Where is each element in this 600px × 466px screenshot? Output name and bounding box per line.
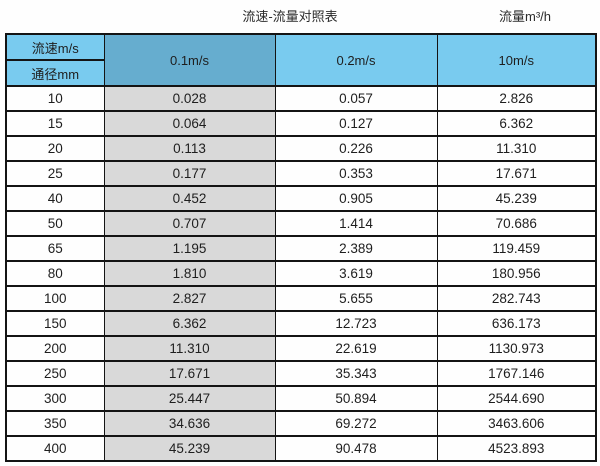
flow-value-cell: 0.707 bbox=[103, 210, 276, 237]
flow-value-cell: 119.459 bbox=[436, 235, 597, 262]
diameter-cell: 350 bbox=[5, 410, 105, 437]
diameter-cell: 50 bbox=[5, 210, 105, 237]
page-header: 流速-流量对照表 流量m³/h bbox=[0, 0, 600, 33]
flow-value-cell: 0.057 bbox=[274, 85, 438, 112]
flow-value-cell: 0.452 bbox=[103, 185, 276, 212]
table-row: 15 0.064 0.127 6.362 bbox=[5, 110, 597, 137]
flow-value-cell: 0.127 bbox=[274, 110, 438, 137]
diameter-cell: 300 bbox=[5, 385, 105, 412]
flow-value-cell: 6.362 bbox=[103, 310, 276, 337]
flow-value-cell: 0.353 bbox=[274, 160, 438, 187]
table-body: 10 0.028 0.057 2.826 15 0.064 0.127 6.362 20 0.11… bbox=[5, 85, 597, 462]
flow-value-cell: 0.028 bbox=[103, 85, 276, 112]
flow-value-cell: 17.671 bbox=[103, 360, 276, 387]
table-row: 200 11.310 22.619 1130.973 bbox=[5, 335, 597, 362]
flow-value-cell: 0.113 bbox=[103, 135, 276, 162]
velocity-header-1: 0.1m/s bbox=[103, 33, 276, 87]
flow-value-cell: 0.905 bbox=[274, 185, 438, 212]
flow-value-cell: 17.671 bbox=[436, 160, 597, 187]
flow-value-cell: 6.362 bbox=[436, 110, 597, 137]
header-row-bottom: 通径mm bbox=[5, 59, 596, 87]
table-row: 80 1.810 3.619 180.956 bbox=[5, 260, 597, 287]
diameter-cell: 100 bbox=[5, 285, 105, 312]
flow-value-cell: 5.655 bbox=[274, 285, 438, 312]
corner-diameter-label: 通径mm bbox=[5, 59, 105, 87]
table-row: 350 34.636 69.272 3463.606 bbox=[5, 410, 597, 437]
diameter-cell: 40 bbox=[5, 185, 105, 212]
table-row: 400 45.239 90.478 4523.893 bbox=[5, 435, 597, 462]
table-row: 65 1.195 2.389 119.459 bbox=[5, 235, 597, 262]
flow-rate-table: 流速m/s 0.1m/s 0.2m/s 10m/s 通径mm 10 0.028 0.… bbox=[5, 33, 597, 462]
flow-value-cell: 1.195 bbox=[103, 235, 276, 262]
flow-value-cell: 70.686 bbox=[436, 210, 597, 237]
diameter-cell: 65 bbox=[5, 235, 105, 262]
flow-value-cell: 11.310 bbox=[436, 135, 597, 162]
flow-value-cell: 180.956 bbox=[436, 260, 597, 287]
flow-value-cell: 3463.606 bbox=[436, 410, 597, 437]
flow-value-cell: 35.343 bbox=[274, 360, 438, 387]
flow-unit-label: 流量m³/h bbox=[498, 9, 552, 24]
flow-value-cell: 1.414 bbox=[274, 210, 438, 237]
flow-value-cell: 45.239 bbox=[436, 185, 597, 212]
diameter-cell: 25 bbox=[5, 160, 105, 187]
diameter-cell: 20 bbox=[5, 135, 105, 162]
flow-value-cell: 2544.690 bbox=[436, 385, 597, 412]
flow-value-cell: 0.064 bbox=[103, 110, 276, 137]
velocity-header-2: 0.2m/s bbox=[274, 33, 438, 87]
flow-value-cell: 0.226 bbox=[274, 135, 438, 162]
flow-value-cell: 4523.893 bbox=[436, 435, 597, 462]
diameter-cell: 80 bbox=[5, 260, 105, 287]
flow-value-cell: 34.636 bbox=[103, 410, 276, 437]
flow-value-cell: 69.272 bbox=[274, 410, 438, 437]
table-row: 50 0.707 1.414 70.686 bbox=[5, 210, 597, 237]
flow-value-cell: 282.743 bbox=[436, 285, 597, 312]
table-header: 流速m/s 0.1m/s 0.2m/s 10m/s 通径mm bbox=[5, 33, 597, 87]
page-title: 流速-流量对照表 bbox=[242, 9, 338, 24]
table-row: 100 2.827 5.655 282.743 bbox=[5, 285, 597, 312]
diameter-cell: 400 bbox=[5, 435, 105, 462]
flow-value-cell: 1767.146 bbox=[436, 360, 597, 387]
diameter-cell: 15 bbox=[5, 110, 105, 137]
table-row: 25 0.177 0.353 17.671 bbox=[5, 160, 597, 187]
flow-value-cell: 25.447 bbox=[103, 385, 276, 412]
flow-value-cell: 50.894 bbox=[274, 385, 438, 412]
flow-value-cell: 0.177 bbox=[103, 160, 276, 187]
table-row: 150 6.362 12.723 636.173 bbox=[5, 310, 597, 337]
table-row: 20 0.113 0.226 11.310 bbox=[5, 135, 597, 162]
flow-value-cell: 2.827 bbox=[103, 285, 276, 312]
flow-value-cell: 2.826 bbox=[436, 85, 597, 112]
flow-value-cell: 1130.973 bbox=[436, 335, 597, 362]
flow-value-cell: 22.619 bbox=[274, 335, 438, 362]
flow-value-cell: 636.173 bbox=[436, 310, 597, 337]
corner-velocity-label: 流速m/s bbox=[5, 33, 105, 61]
flow-value-cell: 3.619 bbox=[274, 260, 438, 287]
flow-value-cell: 12.723 bbox=[274, 310, 438, 337]
diameter-cell: 250 bbox=[5, 360, 105, 387]
table-row: 40 0.452 0.905 45.239 bbox=[5, 185, 597, 212]
header-row-top: 流速m/s 0.1m/s 0.2m/s 10m/s bbox=[5, 33, 597, 87]
flow-value-cell: 11.310 bbox=[103, 335, 276, 362]
diameter-cell: 150 bbox=[5, 310, 105, 337]
flow-value-cell: 90.478 bbox=[274, 435, 438, 462]
flow-value-cell: 2.389 bbox=[274, 235, 438, 262]
flow-value-cell: 1.810 bbox=[103, 260, 276, 287]
velocity-header-3: 10m/s bbox=[436, 33, 597, 87]
table-row: 250 17.671 35.343 1767.146 bbox=[5, 360, 597, 387]
table-row: 10 0.028 0.057 2.826 bbox=[5, 85, 597, 112]
diameter-cell: 10 bbox=[5, 85, 105, 112]
table-row: 300 25.447 50.894 2544.690 bbox=[5, 385, 597, 412]
diameter-cell: 200 bbox=[5, 335, 105, 362]
flow-value-cell: 45.239 bbox=[103, 435, 276, 462]
